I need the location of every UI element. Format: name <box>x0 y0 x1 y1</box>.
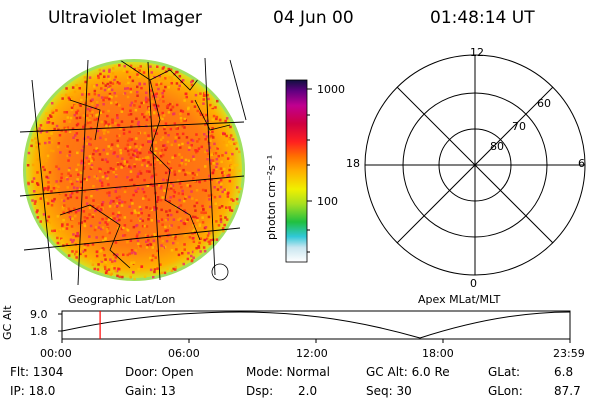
mlt-label-12: 12 <box>470 46 484 59</box>
right-panel-caption: Apex MLat/MLT <box>418 293 501 306</box>
coastline-overlay <box>59 60 231 269</box>
info-glon-value: 87.7 <box>554 384 581 398</box>
time-tick-0000: 00:00 <box>40 347 72 360</box>
mlat-label-70: 70 <box>512 120 526 133</box>
color-scale-bar <box>285 79 312 263</box>
geographic-grid <box>19 57 247 286</box>
info-dsp-label: Dsp: <box>246 384 274 398</box>
earth-disc-image <box>19 57 247 286</box>
mlt-label-0: 0 <box>470 277 477 290</box>
colorbar-unit-label: photon cm⁻²s⁻¹ <box>265 154 278 240</box>
time-tick-1200: 12:00 <box>296 347 328 360</box>
altitude-ymin-label: 1.8 <box>30 325 48 338</box>
info-flight: Flt: 1304 <box>10 365 64 379</box>
polar-plot <box>364 54 586 276</box>
time-tick-0600: 06:00 <box>168 347 200 360</box>
info-ip: IP: 18.0 <box>10 384 56 398</box>
altitude-ylabel: GC Alt <box>1 305 14 340</box>
info-mode: Mode: Normal <box>246 365 330 379</box>
time-tick-1800: 18:00 <box>422 347 454 360</box>
mlt-label-18: 18 <box>346 157 360 170</box>
info-seq: Seq: 30 <box>366 384 412 398</box>
altitude-ymax-label: 9.0 <box>30 308 48 321</box>
image-date: 04 Jun 00 <box>273 8 354 28</box>
mlat-label-80: 80 <box>490 140 504 153</box>
instrument-title: Ultraviolet Imager <box>48 8 202 28</box>
left-panel-caption: Geographic Lat/Lon <box>68 293 176 306</box>
info-glat-label: GLat: <box>488 365 521 379</box>
altitude-plot <box>58 310 571 343</box>
info-dsp-value: 2.0 <box>298 384 318 398</box>
info-gc-alt: GC Alt: 6.0 Re <box>366 365 450 379</box>
mlat-label-60: 60 <box>537 97 551 110</box>
colorbar-tick-1000: 1000 <box>317 83 345 96</box>
time-tick-2359: 23:59 <box>553 347 585 360</box>
mlt-label-6: 6 <box>578 157 585 170</box>
info-gain: Gain: 13 <box>125 384 176 398</box>
info-glon-label: GLon: <box>488 384 523 398</box>
colorbar-tick-100: 100 <box>317 195 338 208</box>
info-door: Door: Open <box>125 365 194 379</box>
info-glat-value: 6.8 <box>554 365 574 379</box>
image-time: 01:48:14 UT <box>430 8 535 28</box>
